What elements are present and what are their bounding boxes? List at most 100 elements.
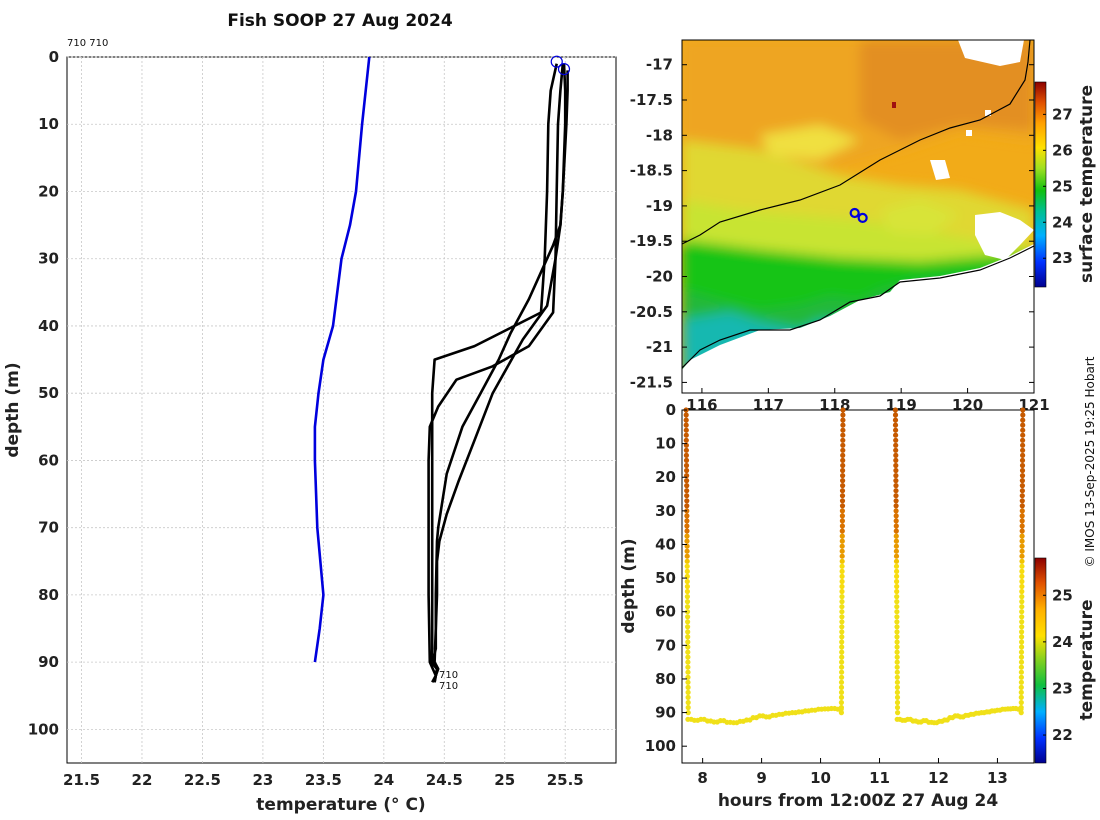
- section-sample-point: [894, 669, 900, 675]
- section-sample-point: [894, 684, 901, 691]
- section-sample-point: [893, 558, 900, 564]
- section-sample-point: [1019, 588, 1025, 595]
- section-sample-point: [840, 457, 846, 463]
- section-sample-point: [892, 417, 899, 423]
- section-sample-point: [1019, 548, 1025, 554]
- section-sample-point: [1020, 412, 1026, 418]
- section-sample-point: [893, 478, 899, 484]
- section-sample-point: [684, 558, 690, 564]
- section-sample-point: [1018, 659, 1025, 665]
- section-sample-point: [683, 432, 689, 438]
- section-sample-point: [1019, 573, 1025, 580]
- section-sample-point: [684, 594, 691, 600]
- sst-colorbar-tick-label: 24: [1052, 213, 1073, 231]
- section-sample-point: [840, 432, 846, 438]
- section-sample-point: [839, 588, 845, 595]
- profile-plot-area: [66, 56, 617, 764]
- temperature-colorbar-tick-label: 23: [1052, 679, 1073, 697]
- section-sample-point: [894, 614, 900, 620]
- section-sample-point: [894, 578, 900, 585]
- section-sample-point: [685, 629, 691, 635]
- section-sample-point: [683, 457, 690, 463]
- section-sample-point: [893, 493, 899, 499]
- section-sample-point: [840, 417, 846, 423]
- section-sample-point: [839, 533, 845, 539]
- section-sample-point: [839, 599, 845, 605]
- section-sample-point: [685, 679, 691, 685]
- section-sample-point: [840, 407, 846, 413]
- temperature-colorbar-label: temperature: [1077, 599, 1097, 720]
- map-y-tick-label: -17: [646, 56, 673, 74]
- section-sample-point: [840, 437, 846, 443]
- section-sample-point: [1019, 543, 1025, 549]
- profile-x-tick-label: 25: [494, 771, 515, 789]
- section-sample-point: [1018, 649, 1025, 655]
- profile-y-tick-label: 100: [28, 720, 59, 738]
- section-sample-point: [839, 538, 845, 544]
- profile-end-label: 710: [439, 681, 458, 692]
- section-sample-point: [683, 427, 689, 433]
- section-sample-point: [1019, 558, 1025, 564]
- section-sample-point: [839, 634, 845, 640]
- section-sample-point: [839, 624, 845, 630]
- section-sample-point: [1019, 513, 1025, 519]
- section-sample-point: [893, 427, 899, 433]
- section-sample-point: [840, 483, 846, 489]
- section-sample-point: [894, 649, 900, 655]
- section-sample-point: [1020, 417, 1026, 423]
- profile-x-tick-label: 23.5: [305, 771, 342, 789]
- section-sample-point: [838, 689, 845, 696]
- section-sample-point: [894, 659, 900, 665]
- section-sample-point: [894, 679, 901, 685]
- profile-x-tick-label: 24: [373, 771, 394, 789]
- credit-text: © IMOS 13-Sep-2025 19:25 Hobart: [1083, 356, 1097, 567]
- section-sample-point: [685, 654, 691, 660]
- section-sample-point: [894, 674, 900, 680]
- section-y-tick-label: 70: [655, 636, 676, 654]
- section-sample-point: [1019, 503, 1025, 509]
- ship-position-marker: [849, 207, 860, 219]
- section-sample-point: [839, 528, 845, 534]
- profile-y-tick-label: 80: [38, 586, 59, 604]
- section-sample-point: [1019, 473, 1026, 479]
- profile-y-tick-label: 50: [38, 384, 59, 402]
- section-sample-point: [1019, 457, 1026, 463]
- map-y-tick-label: -17.5: [630, 91, 673, 109]
- section-sample-point: [683, 412, 689, 418]
- section-sample-point: [684, 604, 691, 610]
- profile-line-profile-2: [427, 63, 565, 683]
- section-sample-point: [894, 568, 900, 575]
- section-sample-point: [685, 659, 691, 665]
- section-sample-point: [685, 649, 691, 655]
- section-sample-point: [1019, 629, 1025, 635]
- section-sample-point: [840, 442, 846, 448]
- section-sample-point: [684, 538, 690, 544]
- section-sample-point: [1018, 669, 1024, 675]
- section-sample-point: [893, 523, 899, 529]
- section-sample-point: [894, 654, 900, 660]
- section-sample-point: [839, 594, 845, 600]
- section-sample-point: [684, 533, 690, 539]
- section-sample-point: [1019, 528, 1025, 534]
- sst-colorbar-tick-label: 27: [1052, 105, 1073, 123]
- sst-colorbar-tick-label: 25: [1052, 177, 1073, 195]
- section-sample-point: [893, 483, 899, 489]
- section-sample-point: [839, 513, 846, 519]
- profile-x-tick-label: 23: [252, 771, 273, 789]
- section-sample-point: [685, 614, 691, 620]
- section-sample-point: [840, 452, 846, 458]
- section-sample-point: [1018, 694, 1024, 701]
- section-sample-point: [683, 447, 690, 453]
- profile-y-tick-label: 30: [38, 250, 59, 268]
- section-sample-point: [1020, 422, 1026, 428]
- section-sample-point: [839, 573, 845, 580]
- profile-y-tick-label: 40: [38, 317, 59, 335]
- section-sample-point: [1020, 407, 1026, 413]
- section-sample-point: [893, 467, 899, 474]
- map-y-tick-label: -19: [646, 197, 673, 215]
- section-sample-point: [839, 659, 845, 665]
- section-sample-point: [893, 553, 900, 559]
- section-sample-point: [1018, 679, 1024, 685]
- section-sample-point: [684, 548, 690, 554]
